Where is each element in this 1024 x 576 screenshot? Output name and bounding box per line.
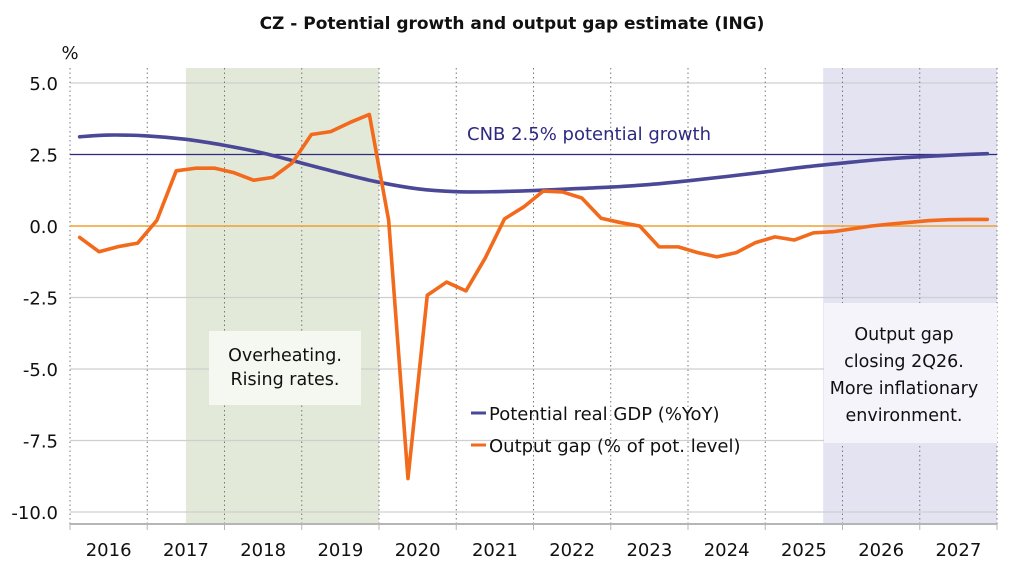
x-axis: 2016 2017 2018 2019 2020 2021 2022 2023 2024 2025… xyxy=(69,523,998,561)
shaded-region-overheating xyxy=(185,68,379,524)
y-axis-unit-label: % xyxy=(61,43,78,64)
x-tick-label: 2019 xyxy=(317,540,363,561)
overheating-text: Overheating. xyxy=(228,346,342,366)
overheating-text: Rising rates. xyxy=(231,370,340,390)
annotations: CNB 2.5% potential growth Overheating. Ris… xyxy=(209,124,997,443)
x-tick-label: 2017 xyxy=(163,540,209,561)
output-gap-line xyxy=(77,112,990,481)
y-tick-label: -10.0 xyxy=(11,503,58,524)
inflationary-box xyxy=(824,303,997,443)
x-tick-label: 2020 xyxy=(395,540,441,561)
y-tick-label: 0.0 xyxy=(29,217,58,238)
potential-gdp-line xyxy=(77,133,990,194)
legend: Potential real GDP (%YoY) Output gap (% o… xyxy=(471,404,741,457)
inflationary-text: closing 2Q26. xyxy=(844,352,964,372)
x-tick-label: 2018 xyxy=(240,540,286,561)
y-tick-label: 2.5 xyxy=(29,146,58,167)
x-tick-label: 2027 xyxy=(935,540,981,561)
legend-label: Potential real GDP (%YoY) xyxy=(489,404,720,425)
inflationary-text: Output gap xyxy=(854,325,953,345)
cnb-label: CNB 2.5% potential growth xyxy=(467,124,711,145)
overheating-box xyxy=(209,331,361,405)
x-tick-label: 2025 xyxy=(781,540,827,561)
x-tick-label: 2026 xyxy=(858,540,904,561)
inflationary-text: environment. xyxy=(845,406,962,426)
inflationary-text: More inflationary xyxy=(830,379,978,399)
y-tick-label: 5.0 xyxy=(29,74,58,95)
series-group xyxy=(77,112,990,481)
x-tick-label: 2022 xyxy=(549,540,595,561)
y-tick-labels: 5.0 2.5 0.0 -2.5 -5.0 -7.5 -10.0 xyxy=(11,74,58,524)
x-tick-label: 2016 xyxy=(86,540,132,561)
shaded-regions xyxy=(185,68,997,524)
chart-title: CZ - Potential growth and output gap est… xyxy=(260,14,765,34)
reference-lines xyxy=(70,153,997,227)
x-tick-label: 2021 xyxy=(472,540,518,561)
y-tick-label: -2.5 xyxy=(23,289,58,310)
shaded-region-inflationary xyxy=(823,68,997,524)
x-tick-label: 2024 xyxy=(704,540,750,561)
legend-label: Output gap (% of pot. level) xyxy=(489,436,741,457)
y-tick-label: -5.0 xyxy=(23,360,58,381)
y-tick-label: -7.5 xyxy=(23,432,58,453)
x-tick-label: 2023 xyxy=(626,540,672,561)
